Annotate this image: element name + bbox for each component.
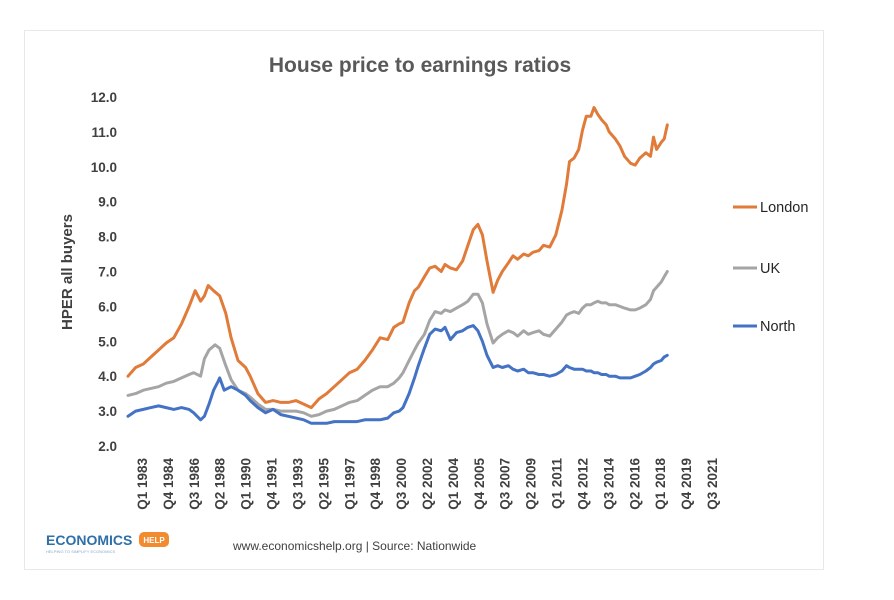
x-tick-label: Q4 2005 [472, 458, 487, 510]
logo-wordmark: ECONOMICS [46, 532, 132, 548]
x-tick-label: Q3 2021 [705, 458, 720, 510]
source-text: www.economicshelp.org | Source: Nationwi… [232, 539, 477, 553]
x-tick-label: Q3 2014 [601, 458, 616, 510]
y-tick-label: 9.0 [98, 195, 117, 210]
y-tick-label: 8.0 [98, 230, 117, 245]
y-tick-label: 11.0 [91, 125, 117, 140]
x-tick-label: Q1 2018 [653, 458, 668, 510]
x-tick-label: Q1 2004 [446, 458, 461, 510]
series-line-uk [126, 270, 669, 418]
x-tick-label: Q4 1984 [161, 458, 176, 510]
x-tick-label: Q1 2011 [550, 458, 565, 510]
x-tick-label: Q2 1988 [213, 458, 228, 510]
y-tick-label: 12.0 [91, 90, 117, 105]
x-tick-label: Q2 2016 [627, 458, 642, 510]
x-tick-label: Q3 1993 [291, 458, 306, 510]
x-tick-label: Q4 2012 [576, 458, 591, 510]
plot-area [126, 106, 669, 425]
y-tick-label: 3.0 [98, 404, 117, 419]
y-tick-label: 10.0 [91, 160, 117, 175]
series-line-north [126, 324, 669, 425]
y-tick-label: 6.0 [98, 299, 117, 314]
legend: London UK North [733, 200, 808, 335]
logo-badge-text: HELP [143, 536, 165, 545]
y-axis: 2.0 3.0 4.0 5.0 6.0 7.0 8.0 9.0 10.0 11.0 12.0 [91, 90, 117, 454]
x-tick-label: Q4 1991 [265, 458, 280, 510]
logo-badge [139, 532, 169, 547]
chart-frame [24, 30, 824, 570]
x-tick-label: Q2 2002 [420, 458, 435, 510]
x-tick-label: Q4 2019 [679, 458, 694, 510]
x-tick-label: Q4 1998 [368, 458, 383, 510]
y-tick-label: 2.0 [98, 439, 117, 454]
x-tick-label: Q3 2000 [394, 458, 409, 510]
chart-title: House price to earnings ratios [269, 54, 571, 77]
y-tick-label: 4.0 [98, 369, 117, 384]
legend-label-uk: UK [760, 261, 780, 277]
x-tick-label: Q3 2007 [498, 458, 513, 510]
x-tick-label: Q1 1983 [135, 458, 150, 510]
x-tick-label: Q2 1995 [316, 458, 331, 510]
x-axis: Q1 1983 Q4 1984 Q3 1986 Q2 1988 Q1 1990 Q4 19… [135, 458, 720, 510]
y-axis-label: HPER all buyers [59, 214, 76, 330]
series-line-london [126, 106, 669, 410]
x-tick-label: Q2 2009 [524, 458, 539, 510]
x-tick-label: Q1 1990 [239, 458, 254, 510]
legend-label-london: London [760, 200, 808, 216]
y-tick-label: 7.0 [98, 265, 117, 280]
logo-tagline: HELPING TO SIMPLIFY ECONOMICS [46, 549, 115, 554]
logo: ECONOMICS HELP HELPING TO SIMPLIFY ECONO… [46, 532, 169, 554]
x-tick-label: Q1 1997 [342, 458, 357, 510]
y-tick-label: 5.0 [98, 334, 117, 349]
legend-label-north: North [760, 319, 795, 335]
x-tick-label: Q3 1986 [187, 458, 202, 510]
